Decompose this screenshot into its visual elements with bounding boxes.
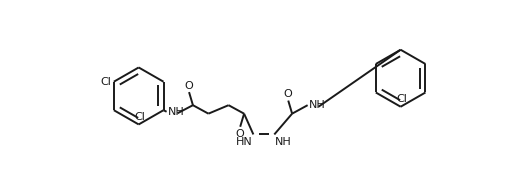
Text: NH: NH	[309, 100, 326, 110]
Text: NH: NH	[275, 137, 292, 147]
Text: O: O	[235, 129, 244, 139]
Text: Cl: Cl	[135, 112, 146, 122]
Text: HN: HN	[236, 137, 252, 147]
Text: Cl: Cl	[101, 77, 112, 87]
Text: Cl: Cl	[397, 94, 407, 104]
Text: O: O	[184, 81, 193, 91]
Text: NH: NH	[167, 107, 184, 117]
Text: O: O	[283, 89, 292, 99]
